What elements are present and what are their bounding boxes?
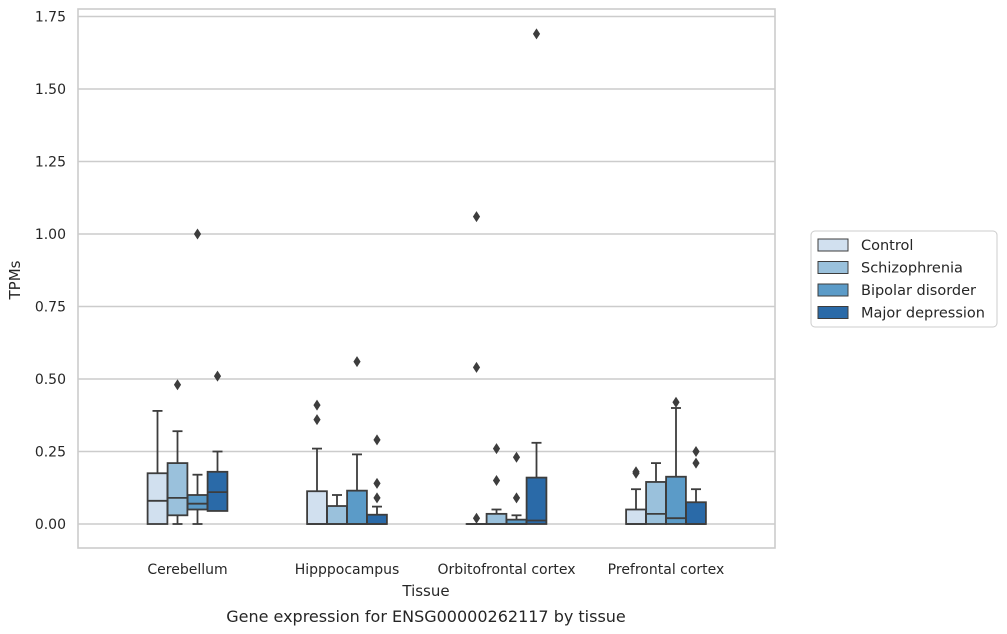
outlier-point — [313, 399, 321, 411]
box-body — [625, 508, 647, 525]
y-axis-ticks: 0.00 0.25 0.50 0.75 1.00 1.25 1.50 1.75 — [35, 10, 66, 534]
outlier-point — [353, 356, 361, 368]
y-tick-label: 0.25 — [35, 445, 66, 461]
box-body — [186, 494, 209, 511]
box-body — [146, 472, 169, 525]
x-tick-label: Hipppocampus — [295, 562, 400, 578]
outlier-point — [632, 466, 640, 478]
outlier-point — [532, 28, 541, 40]
outlier-point — [213, 370, 222, 382]
category-group — [306, 356, 388, 525]
x-tick-label: Cerebellum — [147, 562, 227, 578]
outlier-point — [692, 457, 700, 469]
box-groups — [146, 28, 707, 525]
outlier-point — [512, 451, 521, 463]
y-tick-label: 0.50 — [35, 372, 66, 388]
legend-swatch — [817, 283, 849, 297]
outlier-point — [472, 211, 481, 223]
outlier-point — [512, 492, 521, 504]
box-body — [366, 513, 388, 525]
outlier-point — [373, 477, 381, 489]
legend-label: Schizophrenia — [861, 261, 963, 277]
outlier-point — [672, 396, 680, 408]
category-group — [625, 396, 707, 525]
box-body — [485, 512, 508, 525]
y-axis-label: TPMs — [6, 260, 24, 300]
y-tick-label: 1.00 — [35, 227, 66, 243]
x-tick-label: Orbitofrontal cortex — [438, 562, 576, 578]
outlier-point — [173, 379, 182, 391]
y-tick-label: 0.00 — [35, 517, 66, 533]
outlier-point — [373, 492, 381, 504]
box-body — [346, 489, 368, 525]
box-body — [306, 490, 328, 525]
legend-label: Control — [861, 238, 913, 254]
legend-label: Bipolar disorder — [861, 283, 976, 299]
legend-frame — [810, 230, 998, 328]
outlier-point — [472, 361, 481, 373]
x-tick-label: Prefrontal cortex — [608, 562, 725, 578]
x-axis-ticks: Cerebellum Hipppocampus Orbitofrontal cort… — [147, 562, 724, 578]
y-tick-label: 0.75 — [35, 300, 66, 316]
outlier-point — [492, 443, 501, 455]
outlier-point — [472, 512, 481, 524]
legend: Control Schizophrenia Bipolar disorder Majo… — [810, 230, 998, 328]
legend-label: Major depression — [861, 306, 985, 322]
outlier-point — [313, 414, 321, 426]
plot-area-frame — [77, 8, 776, 549]
outlier-point — [492, 475, 501, 486]
x-axis-label: Tissue — [401, 582, 449, 600]
box-body — [665, 475, 687, 525]
category-group — [146, 228, 229, 525]
box-body — [525, 476, 548, 525]
outlier-point — [193, 228, 202, 240]
grid-lines — [78, 15, 775, 525]
legend-swatch — [817, 306, 849, 319]
legend-swatch — [817, 261, 849, 274]
y-tick-label: 1.50 — [35, 82, 66, 98]
box-body — [166, 462, 189, 517]
category-group — [465, 28, 548, 525]
box-body — [685, 501, 707, 525]
outlier-point — [373, 434, 381, 446]
legend-swatch — [817, 238, 849, 252]
box-body — [645, 481, 667, 525]
y-tick-label: 1.25 — [35, 155, 66, 171]
y-tick-label: 1.75 — [35, 10, 66, 26]
box-body — [326, 505, 348, 525]
outlier-point — [692, 446, 700, 457]
chart-caption: Gene expression for ENSG00000262117 by t… — [226, 607, 626, 626]
